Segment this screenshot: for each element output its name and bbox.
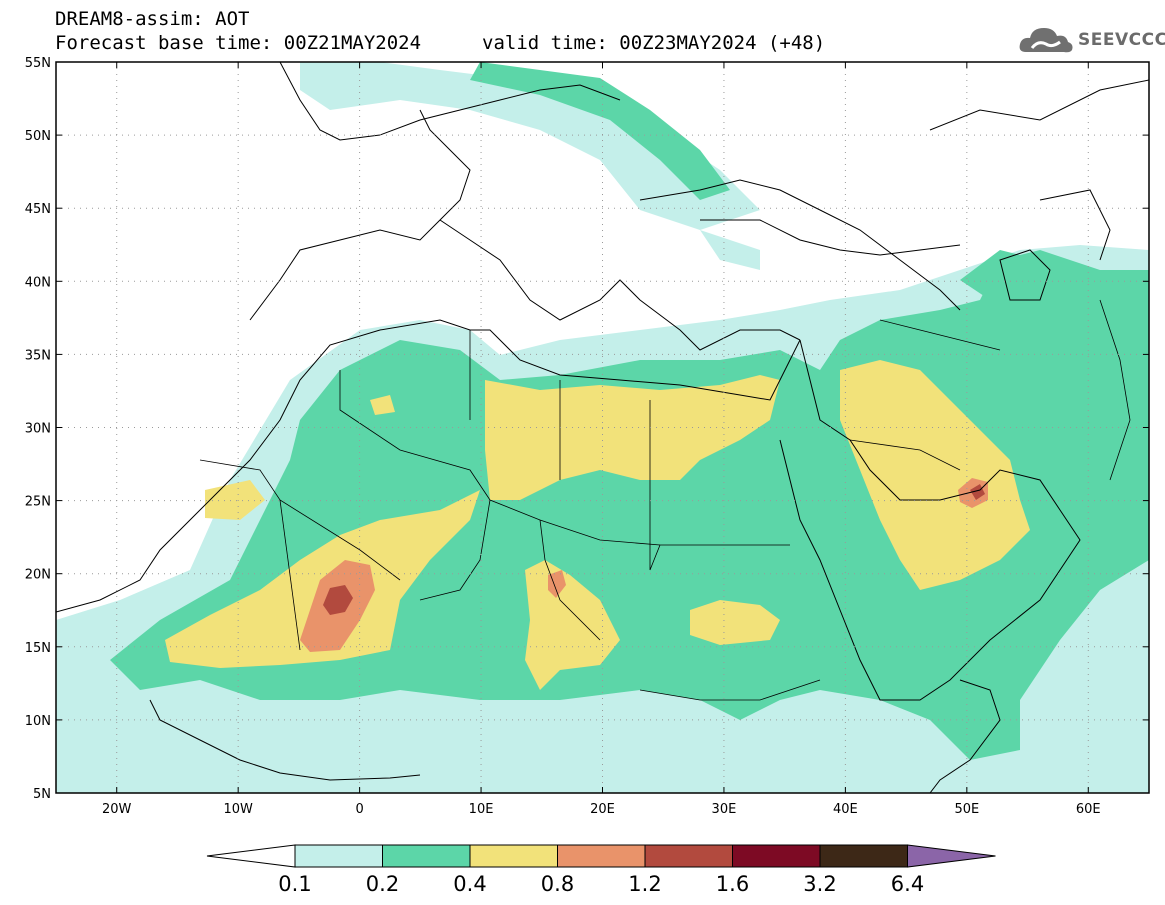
axis-ticks: 55N 50N 45N 40N 35N 30N 25N 20N 15N 10N 5N 20W 10W 0 1… <box>25 56 1149 817</box>
coastlines <box>56 62 1149 793</box>
colorbar-level-label: 3.2 <box>803 872 836 896</box>
lon-tick-label: 60E <box>1076 802 1101 817</box>
aot-level-1.2 <box>323 484 985 615</box>
chart-title: DREAM8-assim: AOT <box>55 8 250 30</box>
lon-tick-label: 20E <box>590 802 615 817</box>
lon-tick-label: 10E <box>469 802 494 817</box>
lon-tick-label: 40E <box>833 802 858 817</box>
lat-tick-label: 35N <box>25 348 51 363</box>
colorbar-level-label: 1.2 <box>628 872 661 896</box>
lon-tick-label: 20W <box>102 802 132 817</box>
colorbar-segment <box>732 844 821 868</box>
colorbar-level-label: 1.6 <box>716 872 749 896</box>
colorbar-segment <box>819 844 908 868</box>
lat-tick-label: 15N <box>25 641 51 656</box>
lat-tick-label: 40N <box>25 275 51 290</box>
seevccc-logo: SEEVCCC <box>1018 22 1165 58</box>
lat-tick-label: 30N <box>25 422 51 437</box>
colorbar-level-label: 0.1 <box>278 872 311 896</box>
colorbar-segment <box>557 844 646 868</box>
colorbar-level-label: 0.8 <box>541 872 574 896</box>
lat-tick-label: 10N <box>25 714 51 729</box>
colorbar-segment <box>644 844 733 868</box>
lat-tick-label: 55N <box>25 56 51 71</box>
lon-tick-label: 30E <box>712 802 737 817</box>
lat-tick-label: 20N <box>25 568 51 583</box>
colorbar-segment <box>469 844 558 868</box>
lat-tick-label: 45N <box>25 202 51 217</box>
colorbar-level-label: 0.2 <box>366 872 399 896</box>
cloud-icon <box>1019 28 1073 53</box>
colorbar-over-triangle <box>907 844 996 868</box>
colorbar-level-label: 6.4 <box>891 872 924 896</box>
valid-time: valid time: 00Z23MAY2024 (+48) <box>482 32 826 54</box>
lat-tick-label: 50N <box>25 129 51 144</box>
lat-tick-label: 5N <box>33 787 51 802</box>
colorbar-segment <box>382 844 471 868</box>
forecast-base-time: Forecast base time: 00Z21MAY2024 <box>55 32 422 54</box>
lon-tick-label: 50E <box>954 802 979 817</box>
logo-text: SEEVCCC <box>1078 30 1165 50</box>
country-borders <box>199 299 1131 701</box>
lat-tick-label: 25N <box>25 495 51 510</box>
lon-tick-label: 10W <box>223 802 253 817</box>
colorbar-segment <box>294 844 383 868</box>
map-grid <box>56 62 1149 793</box>
colorbar-level-label: 0.4 <box>453 872 486 896</box>
colorbar-under-triangle <box>206 844 296 868</box>
lon-tick-label: 0 <box>355 802 363 817</box>
